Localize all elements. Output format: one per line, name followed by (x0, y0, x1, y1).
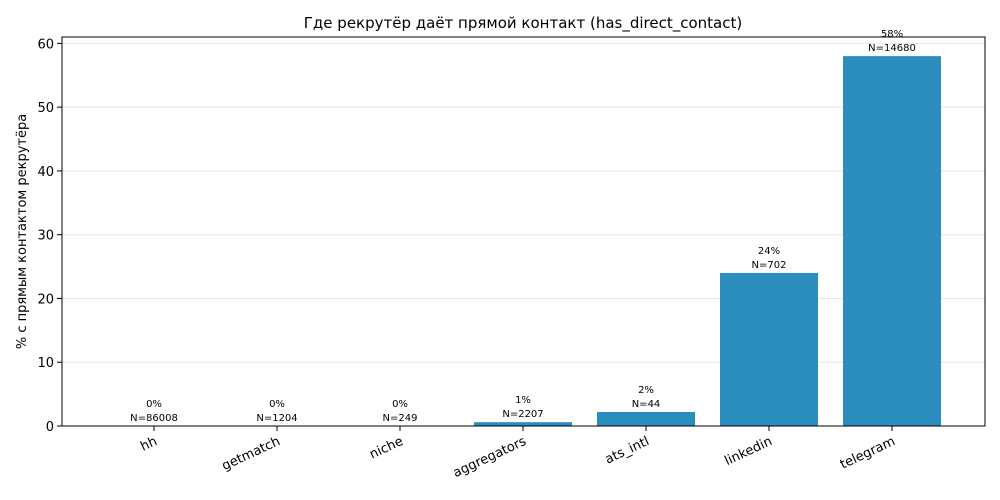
y-tick-label: 60 (37, 37, 54, 52)
bar-n-label: N=44 (632, 399, 661, 410)
x-tick-label-getmatch: getmatch (220, 434, 283, 474)
bar-n-label: N=702 (752, 260, 787, 271)
y-tick-label: 0 (46, 420, 54, 435)
bar-pct-label: 24% (758, 246, 780, 257)
bar-pct-label: 0% (146, 399, 162, 410)
bars (474, 56, 941, 426)
bar-pct-label: 1% (515, 395, 531, 406)
y-axis-label: % с прямым контактом рекрутёра (15, 114, 30, 349)
x-tick-label-aggregators: aggregators (451, 434, 529, 481)
bar-linkedin (720, 272, 818, 426)
y-tick-label: 30 (37, 229, 54, 244)
bar-ats_intl (597, 411, 695, 426)
bar-n-label: N=86008 (130, 413, 178, 424)
x-tick-label-linkedin: linkedin (722, 434, 774, 469)
y-axis-ticks: 0 10 20 30 40 50 60 (37, 37, 62, 435)
gridlines (62, 42, 985, 363)
bar-n-label: N=2207 (502, 409, 543, 420)
x-tick-label-ats_intl: ats_intl (603, 434, 652, 467)
bar-pct-label: 0% (392, 399, 408, 410)
bar-aggregators (474, 422, 572, 426)
bar-telegram (843, 56, 941, 426)
y-tick-label: 10 (37, 356, 54, 371)
y-tick-label: 50 (37, 101, 54, 116)
x-axis-ticks: hh getmatch niche aggregators ats_intl linked… (138, 426, 898, 481)
bar-labels: 0% N=86008 0% N=1204 0% N=249 1% N=2207 2% N=44 24… (130, 29, 916, 424)
x-tick-label-niche: niche (367, 434, 405, 462)
bar-n-label: N=1204 (256, 413, 297, 424)
y-tick-label: 20 (37, 292, 54, 307)
bar-n-label: N=249 (383, 413, 418, 424)
x-tick-label-hh: hh (138, 434, 159, 455)
bar-pct-label: 58% (881, 29, 903, 40)
bar-pct-label: 2% (638, 385, 654, 396)
bar-n-label: N=14680 (868, 43, 916, 54)
chart-title: Где рекрутёр даёт прямой контакт (has_di… (304, 14, 742, 33)
y-tick-label: 40 (37, 165, 54, 180)
bar-pct-label: 0% (269, 399, 285, 410)
x-tick-label-telegram: telegram (838, 434, 898, 473)
